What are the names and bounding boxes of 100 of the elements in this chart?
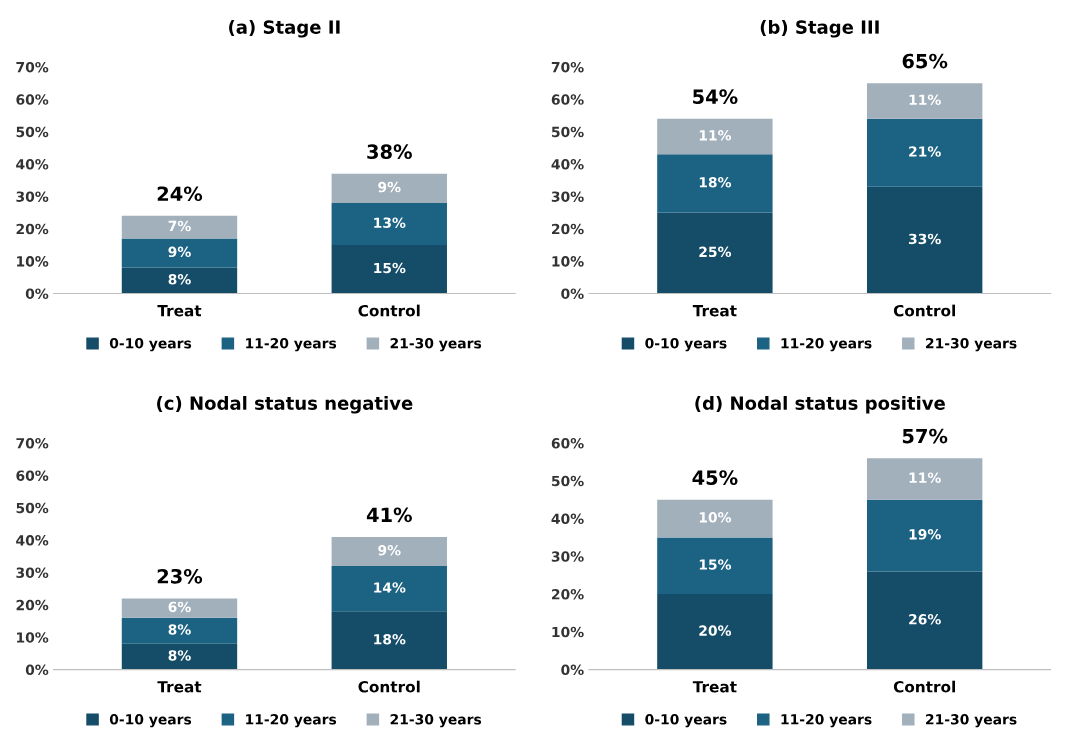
y-tick-label: 40% [551,513,584,525]
bar [866,458,983,500]
legend-label: 0-10 years [645,337,727,352]
legend-label: 11-20 years [781,337,872,352]
chart-title: (c) Nodal status negative [157,395,413,414]
y-tick-label: 40% [16,535,49,546]
data-label: 6% [168,601,191,613]
y-tick-label: 40% [16,159,49,170]
bar [121,238,238,268]
legend-label: 0-10 years [109,337,192,352]
data-label: 20% [699,625,732,636]
x-tick-label: Treat [157,681,202,693]
y-tick-label: 60% [551,94,584,105]
bar [121,267,238,294]
bar [866,118,983,187]
y-tick-label: 70% [16,61,49,73]
data-label: 8% [168,274,191,285]
bar [866,83,983,119]
data-label: 8% [168,624,191,635]
y-tick-label: 50% [16,502,49,514]
total-label: 65% [902,53,948,69]
bar [657,594,773,670]
y-tick-label: 20% [16,223,49,235]
bar [657,212,773,294]
data-label: 33% [908,233,941,245]
data-label: 13% [374,217,406,228]
chart-title: (b) Stage III [760,19,879,38]
legend-label: 21-30 years [390,714,482,728]
total-label: 57% [902,428,948,444]
legend-label: 21-30 years [926,337,1017,352]
legend-label: 0-10 years [645,714,727,728]
y-tick-label: 30% [16,191,49,202]
legend-label: 0-10 years [109,714,192,728]
bar [657,154,773,213]
y-tick-label: 50% [551,126,584,138]
chart-title: (d) Nodal status positive [695,395,945,414]
x-tick-label: Treat [692,681,737,693]
y-tick-label: 50% [16,126,49,138]
total-label: 54% [693,89,738,104]
data-label: 10% [699,512,732,523]
chart-title: (a) Stage II [229,19,340,38]
data-label: 11% [909,94,941,105]
data-label: 14% [374,582,406,593]
legend-label: 21-30 years [926,714,1017,728]
y-tick-label: 30% [551,551,584,562]
bar [657,118,773,155]
bar [866,499,983,572]
data-label: 9% [378,181,401,193]
y-tick-label: 50% [551,475,584,487]
y-tick-label: 20% [552,223,584,235]
y-tick-label: 0% [25,664,49,676]
bar [121,598,238,618]
bar [331,536,447,567]
legend-label: 21-30 years [390,337,482,352]
y-tick-label: 10% [17,256,49,267]
bar [331,244,447,294]
y-tick-label: 60% [16,94,49,105]
data-label: 8% [168,650,191,661]
bar [657,537,773,595]
y-tick-label: 70% [551,61,584,73]
total-label: 24% [157,186,203,202]
data-label: 18% [374,634,406,645]
y-tick-label: 60% [16,470,49,481]
y-tick-label: 0% [561,664,584,676]
data-label: 19% [909,529,941,540]
y-tick-label: 70% [16,438,49,449]
bar [331,173,447,203]
y-tick-label: 40% [551,159,584,170]
y-tick-label: 10% [552,626,584,638]
bar [121,617,238,644]
legend-label: 11-20 years [246,714,337,728]
y-tick-label: 0% [25,288,49,299]
y-tick-label: 20% [16,599,49,611]
data-label: 18% [699,177,732,188]
total-label: 41% [366,507,412,523]
data-label: 25% [699,246,732,258]
y-tick-label: 30% [551,191,584,202]
data-label: 7% [168,220,191,232]
x-tick-label: Control [893,304,955,317]
y-tick-label: 10% [17,632,49,643]
bar [866,571,983,670]
data-label: 15% [374,262,406,274]
data-label: 26% [909,614,941,625]
x-tick-label: Treat [157,305,202,317]
data-label: 11% [909,472,941,483]
total-label: 38% [367,144,412,160]
data-label: 9% [378,544,401,556]
y-tick-label: 10% [552,256,584,267]
bar [331,202,447,245]
total-label: 45% [692,470,738,485]
x-tick-label: Control [358,304,420,317]
data-label: 9% [168,246,191,258]
y-tick-label: 0% [561,288,584,299]
x-tick-label: Control [358,680,420,693]
x-tick-label: Treat [692,305,737,317]
data-label: 11% [699,130,732,141]
bar [331,566,447,612]
y-tick-label: 30% [16,567,49,578]
legend-label: 11-20 years [246,337,337,352]
total-label: 23% [157,568,203,584]
